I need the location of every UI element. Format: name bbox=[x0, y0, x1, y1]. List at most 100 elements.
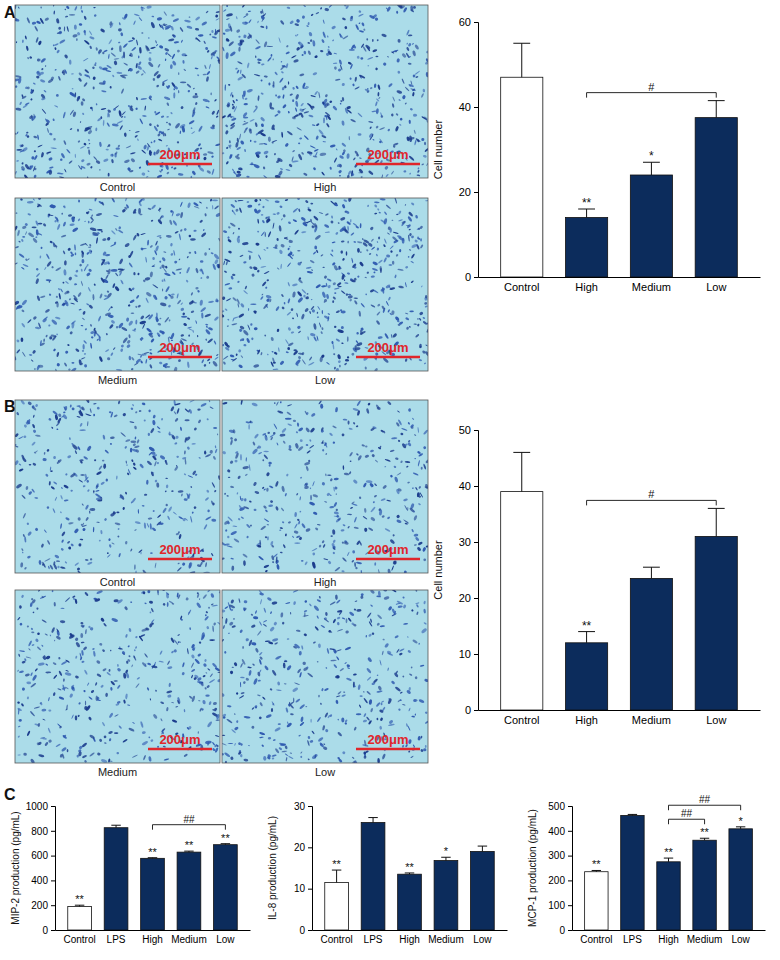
stained-cell bbox=[282, 104, 287, 109]
stained-cell bbox=[102, 52, 104, 54]
stained-cell bbox=[266, 25, 268, 29]
stained-cell bbox=[128, 356, 131, 361]
stained-cell bbox=[21, 309, 25, 313]
stained-cell bbox=[134, 135, 138, 138]
stained-cell bbox=[103, 296, 109, 300]
stained-cell bbox=[40, 58, 46, 64]
stained-cell bbox=[248, 308, 250, 311]
stained-cell bbox=[408, 84, 414, 88]
stained-cell bbox=[307, 42, 310, 44]
stained-cell bbox=[388, 264, 392, 265]
stained-cell bbox=[191, 300, 195, 304]
stained-cell bbox=[21, 147, 28, 153]
stained-cell bbox=[357, 112, 363, 117]
stained-cell bbox=[90, 343, 93, 349]
stained-cell bbox=[417, 323, 420, 326]
stained-cell bbox=[84, 364, 87, 368]
stained-cell bbox=[354, 76, 357, 81]
stained-cell bbox=[69, 128, 72, 131]
stained-cell bbox=[49, 240, 53, 243]
stained-cell bbox=[334, 53, 338, 55]
stained-cell bbox=[376, 311, 381, 316]
stained-cell bbox=[270, 54, 272, 57]
stained-cell bbox=[92, 76, 96, 80]
stained-cell bbox=[83, 16, 87, 21]
stained-cell bbox=[195, 28, 200, 31]
stained-cell bbox=[84, 39, 90, 45]
stained-cell bbox=[86, 264, 89, 267]
stained-cell bbox=[290, 308, 293, 311]
stained-cell bbox=[261, 123, 265, 127]
stained-cell bbox=[179, 130, 181, 134]
stained-cell bbox=[391, 310, 395, 315]
stained-cell bbox=[260, 231, 265, 236]
stained-cell bbox=[27, 201, 34, 204]
stained-cell bbox=[257, 21, 259, 24]
stained-cell bbox=[35, 37, 39, 43]
stained-cell bbox=[80, 243, 87, 247]
stained-cell bbox=[91, 214, 94, 217]
stained-cell bbox=[107, 262, 110, 265]
stained-cell bbox=[97, 232, 100, 235]
stained-cell bbox=[297, 355, 301, 359]
stained-cell bbox=[346, 109, 352, 114]
stained-cell bbox=[187, 89, 190, 92]
stained-cell bbox=[16, 149, 22, 151]
stained-cell bbox=[129, 299, 135, 304]
stained-cell bbox=[74, 25, 77, 30]
stained-cell bbox=[130, 152, 136, 155]
stained-cell bbox=[64, 26, 65, 31]
stained-cell bbox=[222, 313, 225, 318]
stained-cell bbox=[151, 264, 155, 267]
stained-cell bbox=[371, 275, 376, 278]
stained-cell bbox=[50, 334, 56, 338]
stained-cell bbox=[181, 316, 187, 318]
stained-cell bbox=[226, 18, 230, 20]
stained-cell bbox=[138, 166, 141, 169]
stained-cell bbox=[287, 262, 292, 267]
stained-cell bbox=[78, 77, 83, 82]
stained-cell bbox=[69, 91, 76, 97]
stained-cell bbox=[278, 347, 280, 352]
stained-cell bbox=[413, 323, 417, 325]
stained-cell bbox=[334, 66, 337, 70]
stained-cell bbox=[307, 22, 309, 25]
stained-cell bbox=[146, 176, 149, 178]
stained-cell bbox=[62, 281, 64, 283]
stained-cell bbox=[260, 79, 262, 81]
stained-cell bbox=[53, 243, 56, 247]
stained-cell bbox=[243, 34, 247, 38]
stained-cell bbox=[41, 108, 46, 114]
stained-cell bbox=[367, 205, 369, 208]
stained-cell bbox=[48, 157, 53, 162]
stained-cell bbox=[318, 129, 324, 136]
stained-cell bbox=[117, 144, 120, 147]
stained-cell bbox=[45, 334, 48, 337]
stained-cell bbox=[359, 74, 366, 79]
stained-cell bbox=[296, 313, 298, 318]
stained-cell bbox=[123, 62, 128, 66]
stained-cell bbox=[317, 312, 319, 314]
stained-cell bbox=[234, 172, 238, 176]
stained-cell bbox=[315, 12, 319, 15]
stained-cell bbox=[136, 97, 139, 101]
stained-cell bbox=[410, 280, 414, 283]
stained-cell bbox=[109, 86, 111, 89]
stained-cell bbox=[107, 268, 111, 274]
stained-cell bbox=[280, 65, 286, 71]
stained-cell bbox=[375, 67, 378, 70]
stained-cell bbox=[54, 216, 59, 222]
stained-cell bbox=[297, 262, 301, 266]
stained-cell bbox=[15, 212, 17, 214]
stained-cell bbox=[71, 216, 75, 222]
stained-cell bbox=[208, 300, 214, 303]
stained-cell bbox=[345, 5, 349, 9]
stained-cell bbox=[398, 219, 403, 222]
stained-cell bbox=[354, 86, 360, 90]
stained-cell bbox=[243, 103, 248, 106]
stained-cell bbox=[223, 355, 229, 360]
stained-cell bbox=[228, 144, 231, 149]
stained-cell bbox=[309, 356, 313, 361]
stained-cell bbox=[303, 172, 308, 176]
stained-cell bbox=[413, 129, 416, 134]
